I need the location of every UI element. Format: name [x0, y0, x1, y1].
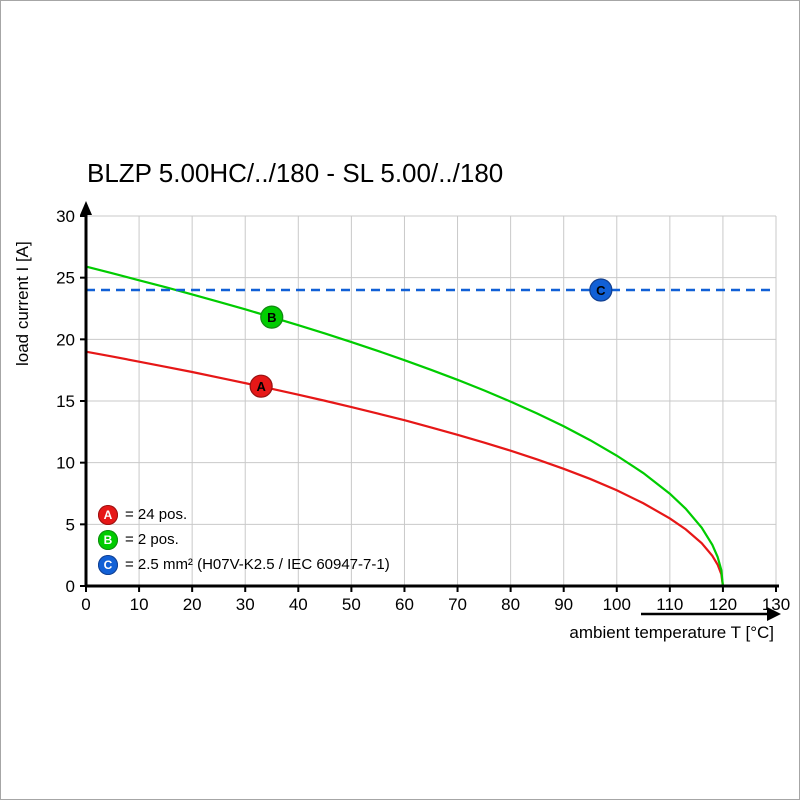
- curve-b: [85, 265, 725, 587]
- grid-lines: [86, 215, 777, 586]
- marker-c: [589, 278, 613, 302]
- axes: [80, 201, 779, 588]
- series-b-badge: B: [98, 529, 118, 550]
- series-a-label: = 24 pos.: [125, 506, 188, 523]
- chart-legend: A = 24 pos. B = 2 pos. C = 2.5 mm² (H07V…: [98, 502, 390, 577]
- legend-item-b: B = 2 pos.: [98, 527, 390, 552]
- series-c-badge: C: [98, 554, 118, 575]
- y-tick-label: 15: [56, 392, 75, 411]
- series-curves: [85, 265, 776, 587]
- x-axis-ticks: 0 10 20 30 40 50 60 70 80 90 100 110 120 130: [81, 586, 790, 614]
- x-tick-label: 40: [289, 595, 308, 614]
- legend-item-c: C = 2.5 mm² (H07V-K2.5 / IEC 60947-7-1): [98, 552, 390, 577]
- y-tick-label: 20: [56, 330, 75, 349]
- x-axis-label: ambient temperature T [°C]: [569, 623, 774, 642]
- x-tick-label: 30: [236, 595, 255, 614]
- x-tick-label: 100: [603, 595, 631, 614]
- marker-letter-c: C: [596, 283, 606, 298]
- x-tick-label: 70: [448, 595, 467, 614]
- x-tick-label: 0: [81, 595, 90, 614]
- marker-a: [249, 374, 273, 398]
- x-tick-label: 130: [762, 595, 790, 614]
- series-c-label: = 2.5 mm² (H07V-K2.5 / IEC 60947-7-1): [125, 556, 390, 573]
- y-tick-label: 5: [66, 515, 75, 534]
- x-tick-label: 110: [656, 595, 683, 614]
- y-axis-arrowhead: [80, 201, 92, 215]
- x-tick-label: 120: [709, 595, 737, 614]
- x-tick-label: 20: [183, 595, 202, 614]
- y-tick-label: 25: [56, 269, 75, 288]
- y-tick-label: 30: [56, 207, 75, 226]
- y-tick-label: 10: [56, 454, 75, 473]
- chart-title: BLZP 5.00HC/../180 - SL 5.00/../180: [87, 158, 504, 188]
- x-tick-label: 50: [342, 595, 361, 614]
- curve-a: [85, 350, 725, 587]
- x-tick-label: 80: [501, 595, 520, 614]
- y-axis-ticks: 0 5 10 15 20 25 30: [56, 207, 86, 596]
- x-axis-arrow: [641, 607, 781, 621]
- series-a-badge: A: [98, 504, 118, 525]
- marker-letter-a: A: [256, 379, 266, 394]
- series-b-label: = 2 pos.: [125, 531, 179, 548]
- curve-markers: A B C: [249, 278, 613, 398]
- x-tick-label: 60: [395, 595, 414, 614]
- legend-item-a: A = 24 pos.: [98, 502, 390, 527]
- marker-letter-b: B: [267, 310, 276, 325]
- marker-b: [260, 305, 284, 329]
- y-tick-label: 0: [66, 577, 75, 596]
- x-tick-label: 10: [130, 595, 149, 614]
- x-tick-label: 90: [554, 595, 573, 614]
